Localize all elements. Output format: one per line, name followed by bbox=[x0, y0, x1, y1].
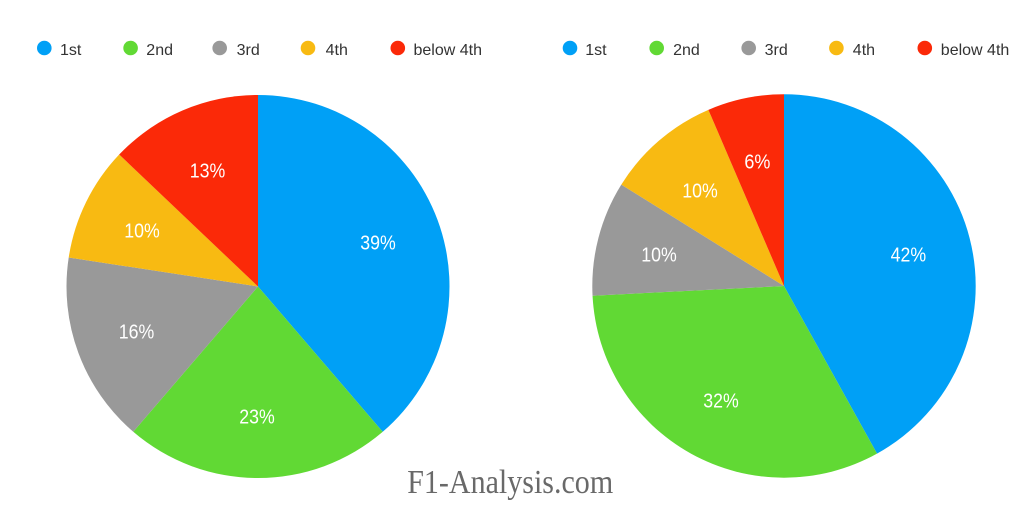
svg-text:F1-Analysis.com: F1-Analysis.com bbox=[407, 464, 613, 501]
svg-text:32%: 32% bbox=[703, 390, 739, 412]
svg-text:4th: 4th bbox=[853, 42, 875, 59]
svg-text:below 4th: below 4th bbox=[414, 42, 483, 59]
svg-text:23%: 23% bbox=[239, 407, 275, 429]
svg-text:16%: 16% bbox=[119, 322, 155, 344]
svg-text:10%: 10% bbox=[641, 245, 677, 267]
svg-text:3rd: 3rd bbox=[237, 42, 260, 59]
svg-text:39%: 39% bbox=[360, 232, 396, 254]
svg-text:42%: 42% bbox=[891, 245, 927, 267]
svg-text:2nd: 2nd bbox=[673, 42, 700, 59]
svg-text:6%: 6% bbox=[744, 151, 770, 173]
svg-text:10%: 10% bbox=[682, 181, 718, 203]
svg-text:13%: 13% bbox=[190, 160, 226, 182]
svg-text:3rd: 3rd bbox=[765, 42, 788, 59]
svg-text:2nd: 2nd bbox=[146, 42, 173, 59]
svg-text:10%: 10% bbox=[124, 221, 160, 243]
svg-text:1st: 1st bbox=[60, 42, 82, 59]
svg-text:below 4th: below 4th bbox=[941, 42, 1010, 59]
svg-text:1st: 1st bbox=[585, 42, 607, 59]
svg-text:4th: 4th bbox=[326, 42, 348, 59]
